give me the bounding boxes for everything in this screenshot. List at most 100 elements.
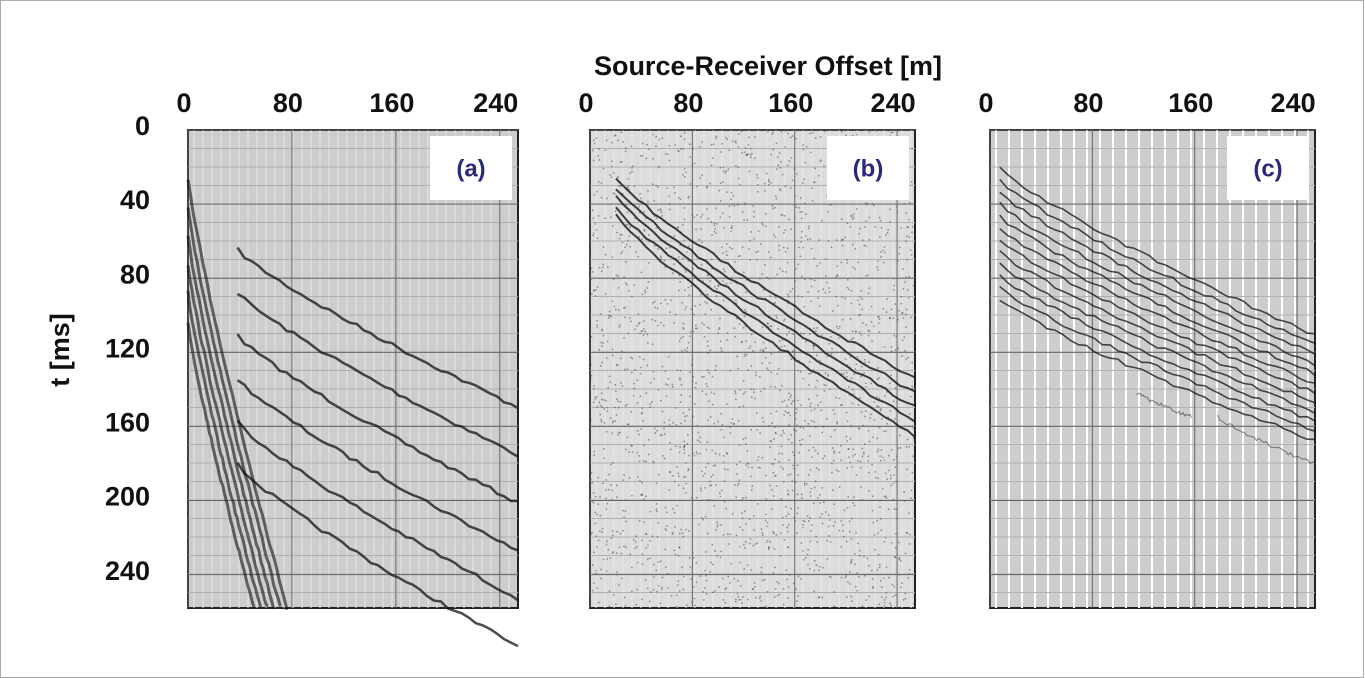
noise xyxy=(710,221,713,223)
noise xyxy=(826,355,829,358)
noise xyxy=(885,566,888,569)
noise xyxy=(775,314,777,317)
noise xyxy=(880,251,882,253)
noise xyxy=(722,461,725,464)
noise xyxy=(809,132,812,135)
noise xyxy=(702,475,705,477)
noise xyxy=(743,308,746,311)
noise xyxy=(771,508,773,510)
noise xyxy=(781,516,784,519)
noise xyxy=(590,267,593,270)
noise xyxy=(647,453,650,456)
noise xyxy=(858,314,860,317)
noise xyxy=(711,267,713,270)
noise xyxy=(748,248,750,250)
noise xyxy=(774,296,777,299)
noise xyxy=(679,198,682,200)
noise xyxy=(641,407,644,409)
noise xyxy=(734,261,736,263)
noise xyxy=(598,601,600,604)
noise xyxy=(743,315,746,318)
noise xyxy=(794,195,797,198)
noise xyxy=(660,400,662,402)
noise xyxy=(840,459,842,462)
noise xyxy=(792,464,794,467)
noise xyxy=(775,534,778,536)
noise xyxy=(738,389,741,391)
noise xyxy=(593,388,595,390)
noise xyxy=(594,396,597,399)
noise xyxy=(723,455,725,457)
noise xyxy=(718,189,721,192)
noise xyxy=(672,508,674,510)
noise xyxy=(760,566,763,569)
noise xyxy=(787,489,789,492)
noise xyxy=(653,563,655,566)
noise xyxy=(785,506,787,508)
noise xyxy=(748,136,750,139)
noise xyxy=(642,419,644,422)
noise xyxy=(788,160,791,162)
noise xyxy=(657,186,659,188)
noise xyxy=(742,497,744,499)
noise xyxy=(633,284,635,286)
noise xyxy=(643,498,645,501)
noise xyxy=(737,166,740,169)
noise xyxy=(861,322,864,324)
noise xyxy=(608,605,611,607)
noise xyxy=(777,164,780,166)
noise xyxy=(655,227,658,229)
panel-label: (b) xyxy=(853,155,884,182)
noise xyxy=(737,367,740,370)
noise xyxy=(908,512,910,515)
noise xyxy=(900,302,903,305)
noise xyxy=(641,563,644,566)
noise xyxy=(710,391,713,394)
noise xyxy=(897,447,900,449)
noise xyxy=(718,327,721,329)
noise xyxy=(592,217,595,219)
noise xyxy=(840,261,843,264)
noise xyxy=(739,323,741,325)
noise xyxy=(673,480,676,483)
noise xyxy=(772,131,774,134)
noise xyxy=(675,313,677,316)
noise xyxy=(699,575,702,577)
noise xyxy=(795,429,797,432)
noise xyxy=(855,474,858,476)
noise xyxy=(881,417,883,420)
noise xyxy=(685,528,687,531)
noise xyxy=(677,580,679,582)
noise xyxy=(713,230,716,233)
noise xyxy=(769,385,772,388)
noise xyxy=(841,318,844,321)
noise xyxy=(797,474,799,476)
noise xyxy=(770,371,772,373)
noise xyxy=(733,327,736,330)
noise xyxy=(614,134,617,137)
noise xyxy=(750,488,753,491)
noise xyxy=(908,446,910,448)
noise xyxy=(677,149,679,152)
y-tick-label: 200 xyxy=(105,482,150,512)
noise xyxy=(617,287,620,289)
noise xyxy=(880,449,883,451)
noise xyxy=(760,600,763,602)
noise xyxy=(765,213,767,215)
noise xyxy=(765,498,768,500)
noise xyxy=(628,477,631,479)
noise xyxy=(750,231,752,233)
noise xyxy=(724,468,726,470)
noise xyxy=(701,141,704,143)
noise xyxy=(878,563,881,566)
noise xyxy=(766,539,769,542)
noise xyxy=(779,189,782,192)
noise xyxy=(696,327,698,330)
noise xyxy=(605,570,608,572)
noise xyxy=(594,496,597,498)
noise xyxy=(719,317,721,320)
noise xyxy=(639,479,641,482)
noise xyxy=(797,507,799,509)
noise xyxy=(665,395,668,398)
